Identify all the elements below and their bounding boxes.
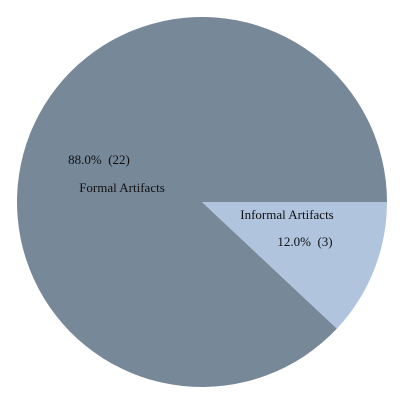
pie-slice-formal-artifacts <box>17 17 387 387</box>
slice-label-informal-artifacts: Informal Artifacts <box>240 207 334 222</box>
slice-value-label-informal-artifacts: 12.0% (3) <box>277 234 332 249</box>
slice-label-formal-artifacts: Formal Artifacts <box>79 180 165 195</box>
slice-value-label-formal-artifacts: 88.0% (22) <box>68 152 130 167</box>
